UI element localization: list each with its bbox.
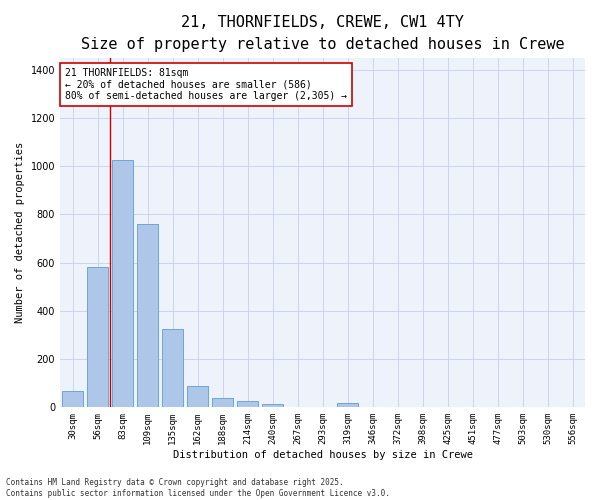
Bar <box>112 160 133 408</box>
Bar <box>187 386 208 407</box>
Bar <box>162 329 183 407</box>
Y-axis label: Number of detached properties: Number of detached properties <box>15 142 25 323</box>
Bar <box>87 268 108 408</box>
Bar <box>337 403 358 407</box>
Bar <box>212 398 233 407</box>
Text: Contains HM Land Registry data © Crown copyright and database right 2025.
Contai: Contains HM Land Registry data © Crown c… <box>6 478 390 498</box>
Text: 21 THORNFIELDS: 81sqm
← 20% of detached houses are smaller (586)
80% of semi-det: 21 THORNFIELDS: 81sqm ← 20% of detached … <box>65 68 347 101</box>
Bar <box>262 404 283 407</box>
X-axis label: Distribution of detached houses by size in Crewe: Distribution of detached houses by size … <box>173 450 473 460</box>
Bar <box>237 402 258 407</box>
Title: 21, THORNFIELDS, CREWE, CW1 4TY
Size of property relative to detached houses in : 21, THORNFIELDS, CREWE, CW1 4TY Size of … <box>81 15 565 52</box>
Bar <box>62 391 83 407</box>
Bar <box>137 224 158 408</box>
